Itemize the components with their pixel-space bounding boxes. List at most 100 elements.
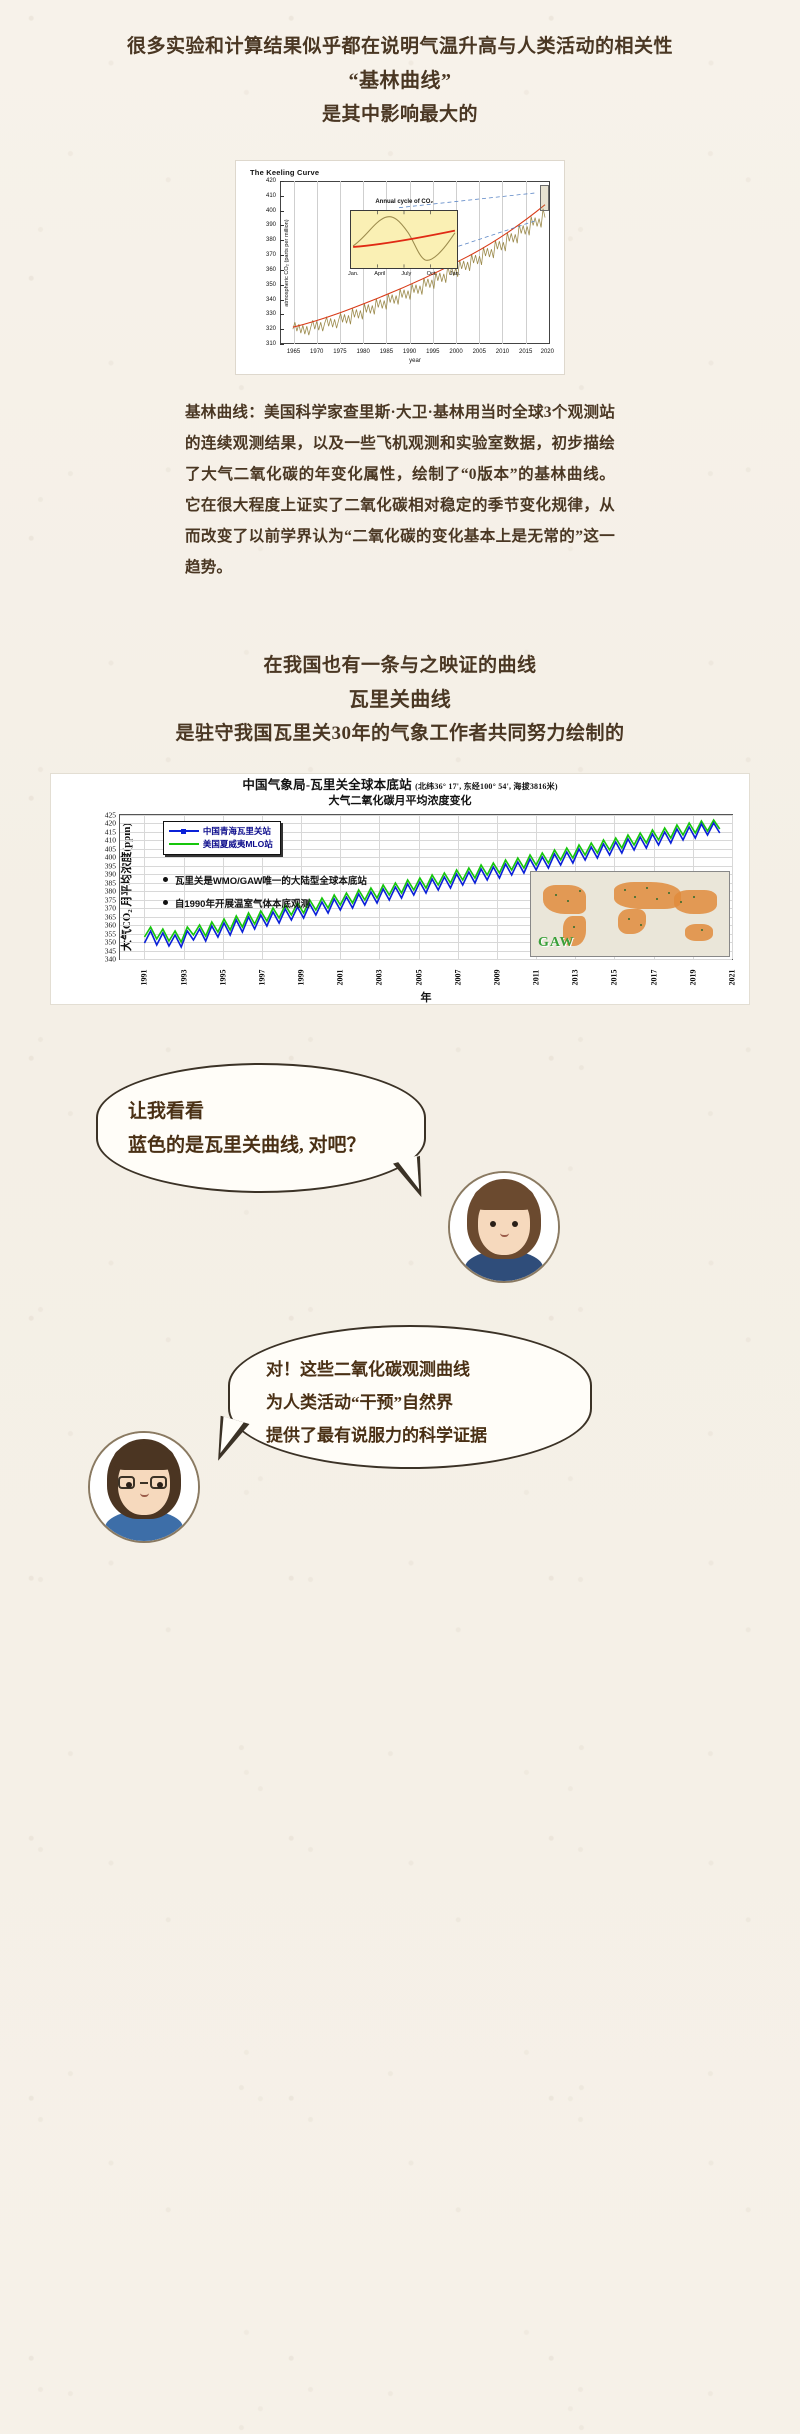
keeling-ytick: 420 — [266, 178, 285, 184]
keeling-description-paragraph: 基林曲线：美国科学家查里斯·大卫·基林用当时全球3个观测站的连续观测结果，以及一… — [185, 404, 615, 576]
speech-bubble-2-line-1: 对！这些二氧化碳观测曲线 — [266, 1360, 470, 1379]
comic-section: 让我看看 蓝色的是瓦里关曲线, 对吧？ 对！这些二氧化碳观测曲线 为人类活动“干… — [0, 1063, 800, 1583]
speech-bubble-2-tail — [208, 1415, 250, 1467]
speech-bubble-1-tail — [393, 1155, 431, 1203]
keeling-xtick: 1965 — [286, 349, 301, 355]
keeling-inset-svg — [353, 211, 456, 268]
legend-label-waliguan: 中国青海瓦里关站 — [202, 826, 271, 837]
map-landmass — [685, 924, 714, 941]
bullet-dot-icon — [162, 876, 168, 882]
waliguan-xtick: 2007 — [453, 969, 463, 986]
mid-heading-block: 在我国也有一条与之映证的曲线 瓦里关曲线 是驻守我国瓦里关30年的气象工作者共同… — [0, 649, 800, 751]
keeling-chart-wrapper: The Keeling Curve atmospheric CO₂ (parts… — [0, 160, 800, 375]
speech-bubble-1-text: 让我看看 蓝色的是瓦里关曲线, 对吧？ — [128, 1095, 366, 1163]
bullet-text: 自1990年开展温室气体本底观测 — [174, 898, 310, 910]
keeling-xtick: 1990 — [402, 349, 417, 355]
waliguan-title-main: 中国气象局-瓦里关全球本底站 — [242, 778, 412, 792]
keeling-inset-month: Jan. — [449, 271, 461, 277]
speech-bubble-1: 让我看看 蓝色的是瓦里关曲线, 对吧？ — [96, 1063, 426, 1193]
speech-bubble-1-line-2: 蓝色的是瓦里关曲线, 对吧？ — [128, 1135, 366, 1156]
waliguan-x-axis-label: 年 — [420, 992, 432, 1004]
headline-line-3: 是其中影响最大的 — [321, 104, 478, 125]
mid-heading-line-2: 瓦里关曲线 — [348, 689, 452, 711]
keeling-xtick: 2005 — [472, 349, 486, 355]
keeling-ytick: 400 — [266, 208, 285, 214]
bullet-text: 瓦里关是WMO/GAW唯一的大陆型全球本底站 — [174, 875, 367, 887]
waliguan-legend: 中国青海瓦里关站 美国夏威夷MLO站 — [162, 820, 281, 855]
waliguan-xtick: 2001 — [335, 969, 345, 986]
speech-bubble-2-line-2: 为人类活动“干预”自然界 — [266, 1393, 453, 1412]
map-landmass — [618, 908, 646, 935]
speech-bubble-2-line-3: 提供了最有说服力的科学证据 — [266, 1426, 487, 1445]
waliguan-xtick: 2013 — [570, 969, 580, 986]
keeling-ytick: 360 — [266, 267, 285, 273]
keeling-inset-panel: Annual cycle of CO₂ Jan. April July — [348, 199, 460, 277]
waliguan-xtick: 1993 — [179, 969, 189, 986]
inset-seasonal-line — [353, 216, 456, 262]
legend-item-mlo: 美国夏威夷MLO站 — [168, 838, 273, 851]
header-block: 很多实验和计算结果似乎都在说明气温升高与人类活动的相关性 “基林曲线” 是其中影… — [0, 0, 800, 132]
waliguan-world-map-inset: GAW — [530, 871, 730, 957]
bullet-dot-icon — [162, 899, 168, 905]
legend-swatch-blue-line-icon — [168, 829, 199, 835]
keeling-xtick: 1980 — [356, 349, 370, 355]
map-landmass — [614, 882, 682, 909]
waliguan-xtick: 1991 — [139, 969, 149, 986]
waliguan-xtick: 2005 — [414, 969, 424, 986]
keeling-inset-month: Oct. — [426, 271, 437, 277]
keeling-inset-month: Jan. — [348, 271, 359, 277]
map-gaw-logo: GAW — [538, 935, 575, 950]
keeling-inset-month: April — [374, 271, 386, 277]
bullet-item: 瓦里关是WMO/GAW唯一的大陆型全球本底站 — [162, 873, 367, 887]
keeling-inset-month: July — [401, 271, 412, 277]
keeling-xtick: 2015 — [519, 349, 533, 355]
waliguan-xtick: 2003 — [374, 969, 384, 986]
mid-heading-line-1: 在我国也有一条与之映证的曲线 — [263, 655, 537, 676]
speech-bubble-1-line-1: 让我看看 — [128, 1101, 205, 1122]
waliguan-title-sub: 大气二氧化碳月平均浓度变化 — [328, 795, 472, 807]
keeling-ytick: 340 — [266, 297, 285, 303]
keeling-ytick: 410 — [266, 193, 285, 199]
mid-heading-line-3: 是驻守我国瓦里关30年的气象工作者共同努力绘制的 — [175, 723, 625, 744]
keeling-xtick: 1995 — [426, 349, 440, 355]
keeling-ytick: 380 — [266, 237, 285, 243]
waliguan-chart: 中国气象局-瓦里关全球本底站 (北纬36° 17', 东经100° 54', 海… — [50, 773, 750, 1005]
legend-swatch-green-line-icon — [168, 843, 199, 846]
keeling-x-axis-label: year — [409, 358, 421, 364]
waliguan-xtick: 2015 — [609, 969, 619, 986]
keeling-highlight-box — [540, 185, 549, 211]
keeling-chart-title: The Keeling Curve — [250, 168, 320, 177]
paragraph-block: 基林曲线：美国科学家查里斯·大卫·基林用当时全球3个观测站的连续观测结果，以及一… — [185, 397, 615, 583]
waliguan-xtick: 2021 — [727, 969, 737, 986]
waliguan-xtick: 2009 — [492, 969, 502, 986]
headline-line-1: 很多实验和计算结果似乎都在说明气温升高与人类活动的相关性 — [126, 36, 673, 57]
waliguan-xtick: 2017 — [649, 969, 659, 986]
waliguan-xtick: 1997 — [257, 969, 267, 986]
avatar-reader — [448, 1171, 560, 1283]
keeling-xtick: 1985 — [379, 349, 394, 355]
keeling-ytick: 390 — [266, 222, 285, 228]
waliguan-plot-area: 大气CO₂ 月平均浓度(ppm) 425 420 415 410 405 400… — [105, 811, 737, 1005]
keeling-plot-area: atmospheric CO₂ (parts per million) 420 … — [266, 178, 554, 364]
legend-label-mlo: 美国夏威夷MLO站 — [202, 839, 273, 850]
keeling-ytick: 320 — [266, 326, 285, 332]
keeling-inset-title: Annual cycle of CO₂ — [375, 199, 434, 206]
speech-bubble-2: 对！这些二氧化碳观测曲线 为人类活动“干预”自然界 提供了最有说服力的科学证据 — [228, 1325, 592, 1469]
waliguan-xtick: 2019 — [688, 969, 698, 986]
waliguan-xtick: 2011 — [531, 969, 541, 986]
keeling-chart: The Keeling Curve atmospheric CO₂ (parts… — [235, 160, 565, 375]
keeling-xtick: 1975 — [333, 349, 347, 355]
avatar-reader-face-icon — [450, 1173, 558, 1281]
avatar-expert — [88, 1431, 200, 1543]
keeling-xtick: 2000 — [449, 349, 463, 355]
keeling-ytick: 310 — [266, 341, 285, 347]
waliguan-title-coords: (北纬36° 17', 东经100° 54', 海拔3816米) — [415, 782, 558, 791]
waliguan-chart-wrapper: 中国气象局-瓦里关全球本底站 (北纬36° 17', 东经100° 54', 海… — [0, 773, 800, 1005]
waliguan-title-row: 中国气象局-瓦里关全球本底站 (北纬36° 17', 东经100° 54', 海… — [59, 778, 741, 794]
waliguan-xtick: 1999 — [296, 969, 306, 986]
legend-item-waliguan: 中国青海瓦里关站 — [168, 825, 273, 838]
speech-bubble-2-text: 对！这些二氧化碳观测曲线 为人类活动“干预”自然界 提供了最有说服力的科学证据 — [266, 1353, 487, 1452]
inset-trend-line — [353, 230, 456, 249]
keeling-xtick: 1970 — [310, 349, 324, 355]
waliguan-xtick: 1995 — [218, 969, 228, 986]
